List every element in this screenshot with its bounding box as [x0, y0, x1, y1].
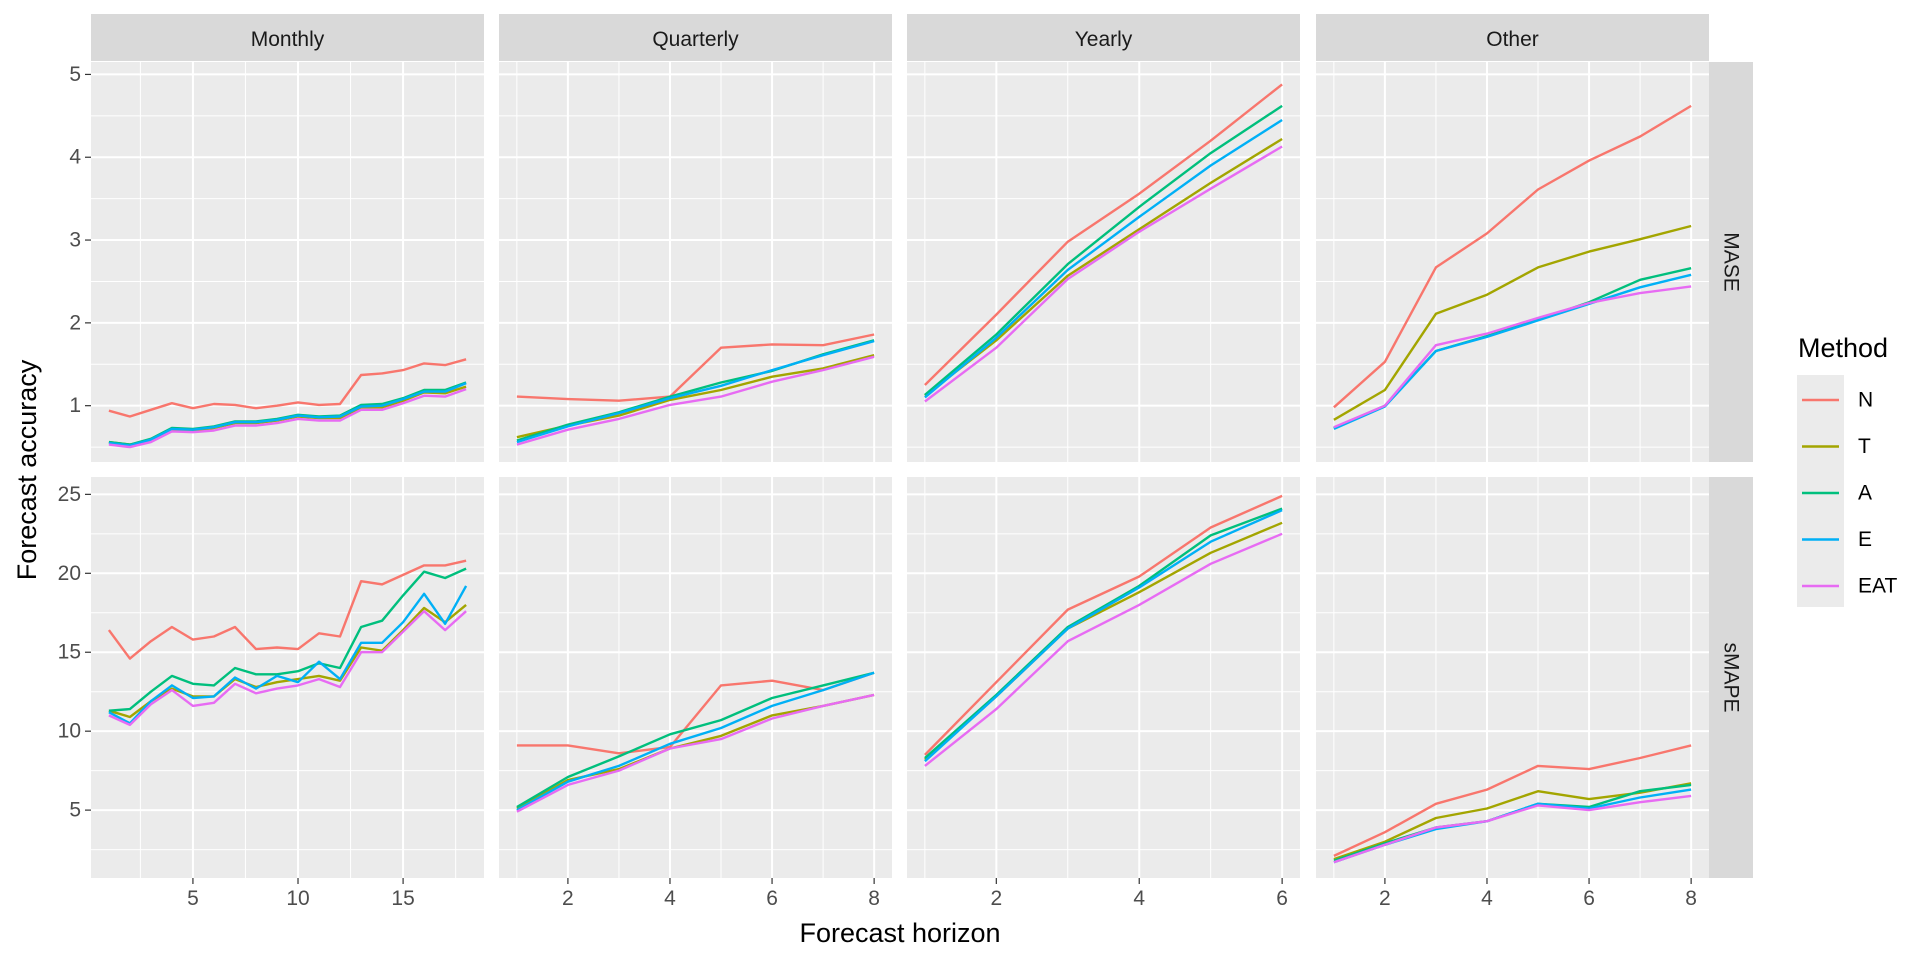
panel-mase-quarterly — [499, 62, 892, 462]
series-line-e-smape-monthly — [108, 585, 468, 725]
panel-smape-monthly — [91, 477, 484, 878]
panel-mase-other — [1316, 62, 1709, 462]
series-line-eat-smape-yearly — [924, 532, 1283, 767]
x-tick-label: 10 — [286, 887, 309, 910]
x-tick-label: 6 — [1583, 887, 1595, 910]
x-tick-label: 4 — [1481, 887, 1493, 910]
strip-label-other: Other — [1486, 28, 1539, 51]
series-line-n-smape-yearly — [924, 494, 1283, 756]
x-tick-label: 8 — [1685, 887, 1697, 910]
y-tick-label: 4 — [69, 146, 81, 169]
series-line-a-smape-yearly — [924, 507, 1283, 759]
y-tick-label: 3 — [69, 229, 81, 252]
legend: Method NT AE EAT — [1797, 333, 1897, 607]
strip-label-yearly: Yearly — [1075, 28, 1133, 51]
strip-yearly — [907, 14, 1300, 61]
legend-key-background — [1797, 375, 1844, 607]
series-line-eat-mase-yearly — [924, 145, 1283, 403]
panel-mase-yearly — [907, 62, 1300, 462]
series-line-n-mase-yearly — [924, 83, 1283, 386]
y-tick-label: 5 — [69, 799, 81, 822]
y-tick-label: 5 — [69, 63, 81, 86]
legend-label-eat: EAT — [1858, 575, 1897, 598]
panel-smape-yearly — [907, 477, 1300, 878]
y-tick-label: 25 — [58, 483, 81, 506]
x-axis-title: Forecast horizon — [799, 918, 1000, 948]
legend-label-n: N — [1858, 389, 1873, 412]
panel-background — [499, 477, 892, 878]
series-line-e-mase-yearly — [924, 118, 1283, 399]
panel-smape-quarterly — [499, 477, 892, 878]
x-tick-label: 4 — [1133, 887, 1145, 910]
series-line-n-smape-monthly — [107, 559, 467, 660]
legend-title: Method — [1798, 333, 1888, 363]
y-tick-label: 20 — [58, 562, 81, 585]
strip-label-quarterly: Quarterly — [652, 28, 739, 51]
series-line-n-mase-other — [1333, 104, 1692, 409]
series-line-e-mase-quarterly — [516, 339, 875, 444]
series-line-a-smape-monthly — [108, 567, 467, 712]
strip-smape — [1709, 477, 1753, 878]
panels-layer: Monthly Quarterly Yearly Other MASE sMAPE 1 2 3 4… — [58, 14, 1753, 910]
series-line-t-mase-other — [1333, 224, 1692, 421]
x-tick-label: 2 — [990, 887, 1002, 910]
x-tick-label: 2 — [1379, 887, 1391, 910]
y-tick-label: 15 — [58, 641, 81, 664]
series-line-n-mase-monthly — [108, 358, 467, 418]
x-tick-label: 8 — [868, 887, 880, 910]
panel-background — [907, 477, 1300, 878]
strip-label-smape: sMAPE — [1720, 642, 1743, 712]
series-line-n-smape-other — [1333, 744, 1692, 857]
series-line-e-mase-monthly — [108, 382, 467, 447]
series-line-e-smape-yearly — [924, 509, 1283, 763]
strip-monthly — [91, 14, 484, 61]
series-line-eat-smape-monthly — [108, 610, 467, 727]
x-tick-label: 4 — [664, 887, 676, 910]
strip-mase — [1709, 62, 1753, 462]
strip-quarterly — [499, 14, 892, 61]
series-line-a-smape-quarterly — [516, 671, 875, 809]
series-line-eat-mase-other — [1333, 285, 1692, 429]
y-tick-label: 2 — [69, 311, 81, 334]
x-tick-label: 15 — [391, 887, 414, 910]
series-line-n-mase-quarterly — [516, 333, 875, 402]
panel-background — [91, 477, 484, 878]
series-line-eat-mase-monthly — [108, 387, 467, 449]
series-line-eat-mase-quarterly — [516, 355, 875, 446]
panel-smape-other — [1316, 477, 1709, 878]
panel-mase-monthly — [91, 62, 484, 462]
series-line-a-mase-yearly — [924, 104, 1283, 396]
x-tick-label: 6 — [1276, 887, 1288, 910]
legend-label-t: T — [1858, 435, 1871, 458]
y-axis-title: Forecast accuracy — [12, 359, 42, 580]
series-line-eat-smape-other — [1333, 794, 1692, 864]
strip-other — [1316, 14, 1709, 61]
panel-background — [91, 62, 484, 462]
legend-label-e: E — [1858, 528, 1872, 551]
y-tick-label: 1 — [69, 394, 81, 417]
strip-label-monthly: Monthly — [251, 28, 325, 51]
panel-background — [907, 62, 1300, 462]
legend-label-a: A — [1858, 482, 1872, 505]
series-line-eat-smape-quarterly — [516, 693, 875, 813]
panel-background — [1316, 62, 1709, 462]
y-tick-label: 10 — [58, 720, 81, 743]
x-tick-label: 5 — [187, 887, 199, 910]
panel-background — [1316, 477, 1709, 878]
series-line-e-smape-quarterly — [516, 671, 875, 812]
panel-background — [499, 62, 892, 462]
legend-items: NT AE EAT — [1797, 375, 1897, 607]
x-tick-label: 2 — [562, 887, 574, 910]
series-line-t-smape-monthly — [108, 603, 467, 719]
x-tick-label: 6 — [766, 887, 778, 910]
series-line-t-mase-yearly — [924, 137, 1283, 397]
strip-label-mase: MASE — [1720, 232, 1743, 292]
